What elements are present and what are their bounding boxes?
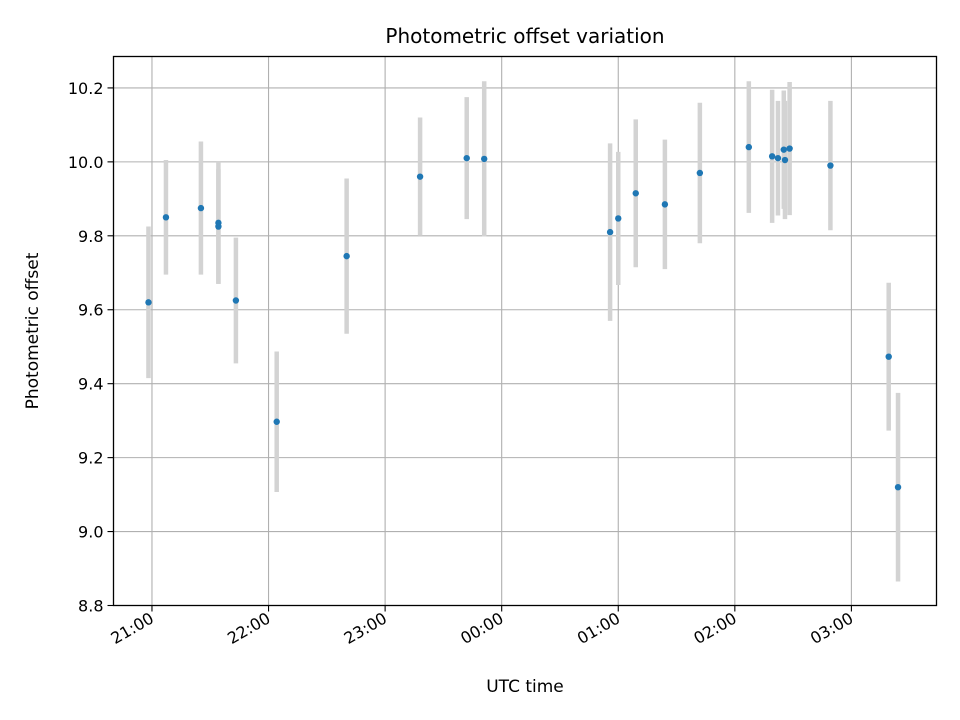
- y-tick-label: 10.2: [68, 79, 104, 98]
- y-axis-ticks: 8.8 9.0 9.2 9.4 9.6 9.8 10.0 10.2: [68, 79, 114, 616]
- data-point: [606, 228, 614, 236]
- data-point: [894, 483, 902, 491]
- error-bars: [146, 81, 901, 582]
- data-point: [232, 297, 240, 304]
- y-tick-label: 8.8: [78, 597, 103, 616]
- data-point: [774, 154, 782, 162]
- data-point: [215, 223, 222, 230]
- data-points: [145, 143, 902, 491]
- data-point: [343, 252, 350, 260]
- data-point: [786, 145, 793, 152]
- y-tick-label: 10.0: [68, 153, 104, 172]
- data-point: [416, 173, 424, 180]
- y-tick-label: 9.2: [78, 449, 103, 468]
- data-point: [145, 299, 152, 306]
- data-point: [885, 353, 892, 360]
- data-point: [827, 162, 834, 169]
- chart-title: Photometric offset variation: [385, 24, 664, 48]
- data-point: [745, 143, 753, 151]
- data-point: [661, 201, 669, 208]
- y-tick-label: 9.8: [78, 227, 103, 246]
- data-point: [463, 154, 470, 162]
- x-axis-label: UTC time: [486, 677, 564, 697]
- data-point: [781, 156, 789, 164]
- data-point: [273, 418, 280, 425]
- x-tick-label: 21:00: [108, 609, 157, 649]
- x-axis-ticks: 21:00 22:00 23:00 00:00 01:00 02:00 03:00: [108, 605, 856, 649]
- data-point: [768, 153, 776, 160]
- x-tick-label: 02:00: [690, 609, 739, 649]
- data-point: [632, 190, 639, 197]
- y-tick-label: 9.0: [78, 523, 103, 542]
- x-tick-label: 01:00: [574, 609, 623, 649]
- x-tick-label: 23:00: [341, 609, 390, 649]
- y-tick-label: 9.6: [78, 301, 103, 320]
- plot-area-frame: [112, 55, 938, 607]
- data-point: [197, 204, 205, 212]
- grid: [113, 56, 937, 607]
- data-point: [162, 214, 170, 221]
- y-axis-label: Photometric offset: [23, 252, 43, 409]
- data-point: [480, 155, 488, 163]
- y-tick-label: 9.4: [78, 375, 103, 394]
- x-tick-label: 22:00: [224, 609, 273, 649]
- data-point: [780, 146, 787, 153]
- x-tick-label: 00:00: [457, 609, 506, 649]
- data-point: [615, 215, 622, 222]
- data-point: [696, 169, 704, 177]
- x-tick-label: 03:00: [807, 609, 856, 649]
